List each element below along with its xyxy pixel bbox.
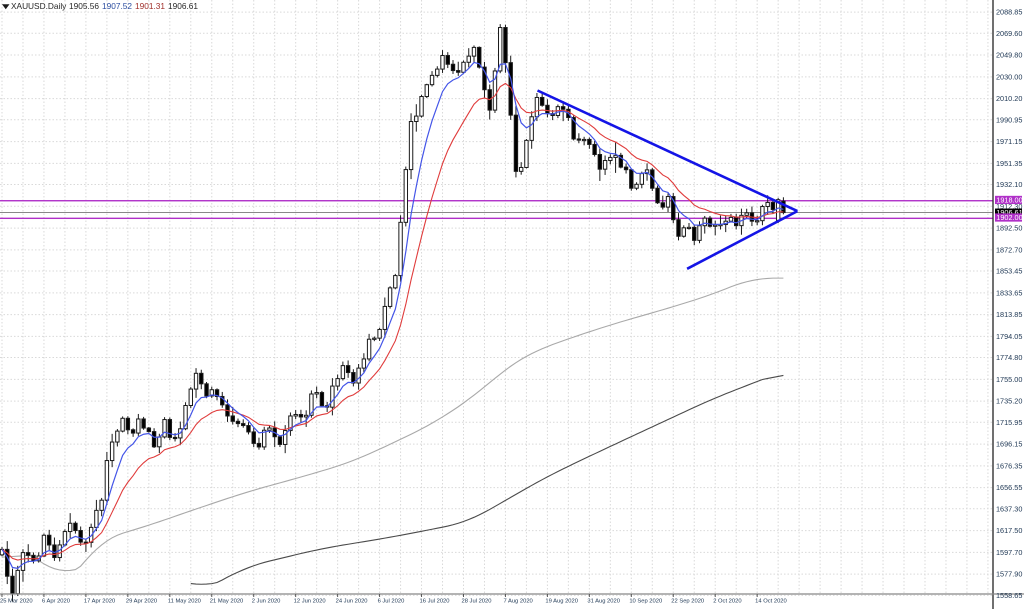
svg-text:31 Aug 2020: 31 Aug 2020 <box>587 599 620 605</box>
svg-text:XAUUSD.Daily: XAUUSD.Daily <box>11 1 67 11</box>
svg-text:19 Aug 2020: 19 Aug 2020 <box>545 599 578 605</box>
svg-text:1794.05: 1794.05 <box>996 332 1022 341</box>
svg-text:1971.15: 1971.15 <box>996 137 1022 146</box>
svg-text:1558.65: 1558.65 <box>996 591 1022 600</box>
svg-text:2 Jun 2020: 2 Jun 2020 <box>252 599 281 605</box>
svg-text:1833.65: 1833.65 <box>996 288 1022 297</box>
svg-text:1813.85: 1813.85 <box>996 310 1022 319</box>
svg-text:1676.35: 1676.35 <box>996 461 1022 470</box>
svg-text:7 Aug 2020: 7 Aug 2020 <box>503 599 532 605</box>
svg-text:2010.20: 2010.20 <box>996 94 1022 103</box>
svg-text:11 May 2020: 11 May 2020 <box>168 599 201 605</box>
svg-text:10 Sep 2020: 10 Sep 2020 <box>629 599 662 605</box>
svg-text:1906.61: 1906.61 <box>168 1 198 11</box>
svg-text:1696.15: 1696.15 <box>996 440 1022 449</box>
svg-text:6 Jul 2020: 6 Jul 2020 <box>378 599 405 605</box>
svg-text:2088.85: 2088.85 <box>996 8 1022 17</box>
svg-text:1901.31: 1901.31 <box>135 1 165 11</box>
svg-text:1907.52: 1907.52 <box>102 1 132 11</box>
svg-text:1577.90: 1577.90 <box>996 570 1022 579</box>
svg-text:1637.30: 1637.30 <box>996 504 1022 513</box>
svg-text:1735.20: 1735.20 <box>996 397 1022 406</box>
svg-text:1617.50: 1617.50 <box>996 526 1022 535</box>
svg-text:16 Jul 2020: 16 Jul 2020 <box>420 599 450 605</box>
svg-text:1892.50: 1892.50 <box>996 224 1022 233</box>
svg-text:25 Mar 2020: 25 Mar 2020 <box>0 599 33 605</box>
svg-text:28 Jul 2020: 28 Jul 2020 <box>462 599 492 605</box>
svg-text:1905.56: 1905.56 <box>69 1 99 11</box>
svg-text:1932.10: 1932.10 <box>996 180 1022 189</box>
svg-text:1715.95: 1715.95 <box>996 418 1022 427</box>
svg-text:1597.70: 1597.70 <box>996 548 1022 557</box>
svg-text:6 Apr 2020: 6 Apr 2020 <box>42 599 70 605</box>
svg-text:1656.55: 1656.55 <box>996 483 1022 492</box>
svg-text:1774.80: 1774.80 <box>996 353 1022 362</box>
svg-text:17 Apr 2020: 17 Apr 2020 <box>84 599 115 605</box>
svg-text:29 Apr 2020: 29 Apr 2020 <box>126 599 157 605</box>
svg-text:12 Jun 2020: 12 Jun 2020 <box>294 599 326 605</box>
svg-text:24 Jun 2020: 24 Jun 2020 <box>336 599 368 605</box>
svg-text:1902.00: 1902.00 <box>996 213 1022 222</box>
svg-text:1755.00: 1755.00 <box>996 375 1022 384</box>
svg-text:21 May 2020: 21 May 2020 <box>210 599 244 605</box>
svg-text:2049.80: 2049.80 <box>996 51 1022 60</box>
svg-text:1918.00: 1918.00 <box>996 195 1022 204</box>
svg-text:1853.45: 1853.45 <box>996 267 1022 276</box>
svg-text:2 Oct 2020: 2 Oct 2020 <box>713 599 741 605</box>
svg-text:1990.95: 1990.95 <box>996 115 1022 124</box>
svg-text:22 Sep 2020: 22 Sep 2020 <box>671 599 704 605</box>
svg-text:14 Oct 2020: 14 Oct 2020 <box>755 599 787 605</box>
svg-text:1951.35: 1951.35 <box>996 159 1022 168</box>
svg-text:2069.60: 2069.60 <box>996 29 1022 38</box>
svg-text:2030.00: 2030.00 <box>996 72 1022 81</box>
svg-text:1872.70: 1872.70 <box>996 245 1022 254</box>
